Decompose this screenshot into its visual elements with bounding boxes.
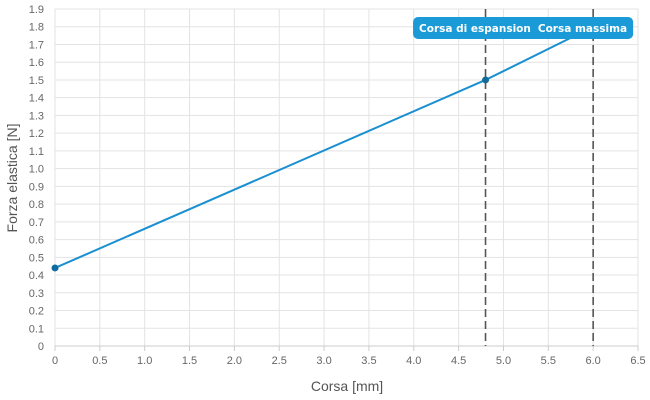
y-tick-label: 0.4 <box>29 270 44 282</box>
y-tick-label: 0.7 <box>29 217 44 229</box>
y-tick-label: 1.8 <box>29 22 44 34</box>
y-tick-label: 1.2 <box>29 128 44 140</box>
x-axis-title: Corsa [mm] <box>311 378 383 394</box>
y-tick-label: 0.3 <box>29 288 44 300</box>
annotations: Corsa di espansion Corsa massima <box>413 17 634 39</box>
y-tick-label: 1.6 <box>29 57 44 69</box>
y-tick-label: 0.2 <box>29 306 44 318</box>
x-tick-label: 4.5 <box>451 355 466 367</box>
reference-line-label: Corsa di espansion <box>419 23 531 35</box>
data-point <box>482 76 490 84</box>
x-tick-label: 6.5 <box>630 355 645 367</box>
x-tick-label: 3.5 <box>361 355 376 367</box>
y-tick-label: 0.6 <box>29 235 44 247</box>
y-tick-label: 1.9 <box>29 4 44 16</box>
y-tick-label: 1.4 <box>29 93 44 105</box>
y-axis-title: Forza elastica [N] <box>4 124 20 233</box>
x-tick-label: 2.0 <box>227 355 242 367</box>
x-tick-label: 0.5 <box>92 355 107 367</box>
y-tick-label: 0.8 <box>29 199 44 211</box>
y-tick-label: 0.1 <box>29 323 44 335</box>
x-tick-label: 2.5 <box>272 355 287 367</box>
x-tick-label: 1.0 <box>137 355 152 367</box>
y-tick-label: 1.1 <box>29 146 44 158</box>
plot-area <box>51 25 594 272</box>
axes <box>54 345 639 351</box>
reference-lines <box>484 9 594 346</box>
reference-line-label: Corsa massima <box>538 23 627 35</box>
y-tick-label: 1.5 <box>29 75 44 87</box>
grid <box>54 8 639 347</box>
tick-labels: 0 0.5 1.0 1.5 2.0 2.5 3.0 3.5 4.0 4.5 5.0 5.5 6.0 6.5… <box>29 4 646 367</box>
x-tick-label: 4.0 <box>406 355 421 367</box>
annotation-box <box>413 17 634 39</box>
data-point <box>51 264 59 272</box>
y-tick-label: 1.0 <box>29 164 44 176</box>
y-tick-label: 0 <box>38 341 44 353</box>
y-tick-label: 1.3 <box>29 110 44 122</box>
y-tick-label: 0.5 <box>29 252 44 264</box>
x-tick-label: 0 <box>52 355 58 367</box>
x-tick-label: 5.0 <box>496 355 511 367</box>
x-tick-label: 3.0 <box>316 355 331 367</box>
y-tick-label: 1.7 <box>29 39 44 51</box>
y-tick-label: 0.9 <box>29 181 44 193</box>
x-tick-label: 5.5 <box>541 355 556 367</box>
x-tick-label: 6.0 <box>586 355 601 367</box>
x-tick-label: 1.5 <box>182 355 197 367</box>
